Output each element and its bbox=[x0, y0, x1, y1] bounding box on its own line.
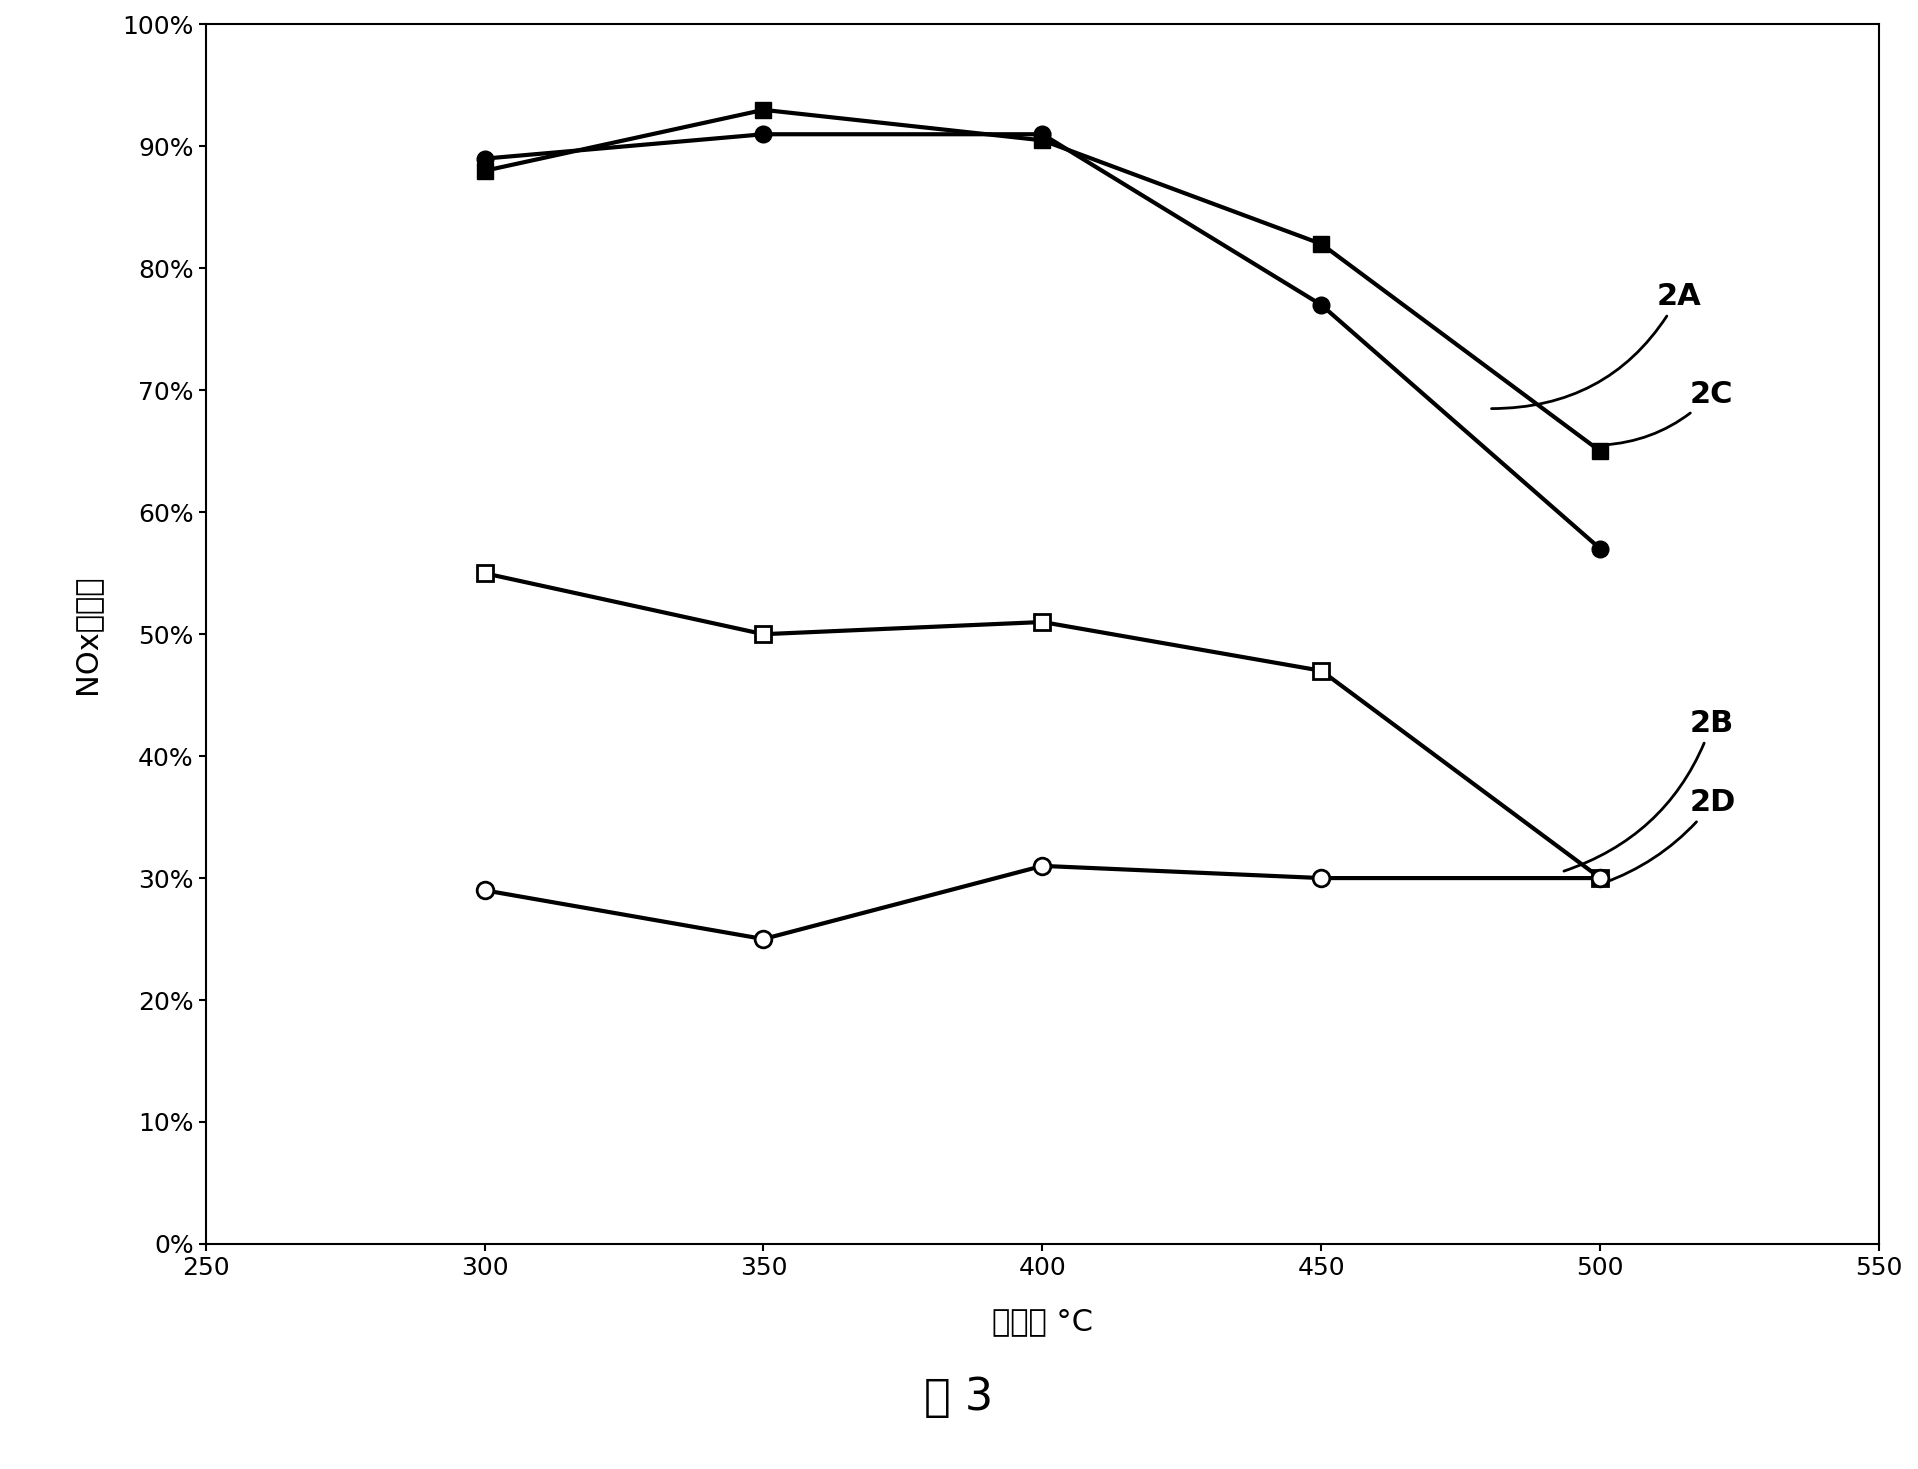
Text: 图 3: 图 3 bbox=[924, 1376, 994, 1419]
Text: 2D: 2D bbox=[1603, 787, 1736, 883]
Text: 2A: 2A bbox=[1492, 282, 1701, 408]
Y-axis label: NOx转化率: NOx转化率 bbox=[73, 574, 102, 693]
Text: 2C: 2C bbox=[1603, 379, 1734, 445]
Text: 2B: 2B bbox=[1563, 708, 1734, 871]
X-axis label: 温度， °C: 温度， °C bbox=[992, 1307, 1093, 1337]
